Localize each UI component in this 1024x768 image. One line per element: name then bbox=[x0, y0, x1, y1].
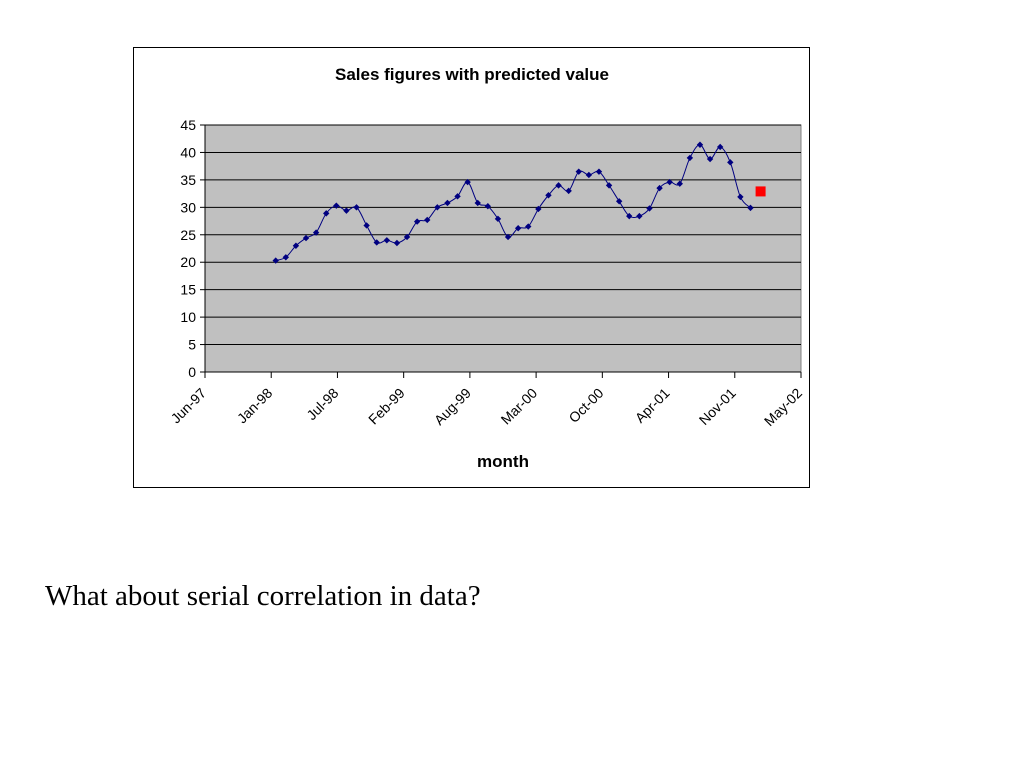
y-tick-label: 25 bbox=[180, 227, 196, 243]
x-tick-label: May-02 bbox=[761, 385, 805, 429]
data-point bbox=[514, 224, 522, 232]
data-point bbox=[666, 178, 673, 186]
data-point bbox=[403, 233, 411, 241]
y-tick-label: 40 bbox=[180, 144, 196, 160]
data-point bbox=[292, 242, 300, 249]
data-point bbox=[696, 141, 704, 148]
data-point bbox=[272, 257, 279, 264]
chart-title: Sales figures with predicted value bbox=[335, 65, 609, 84]
data-point bbox=[323, 210, 330, 217]
data-point bbox=[454, 193, 461, 200]
data-point bbox=[545, 192, 552, 199]
x-tick-label: Mar-00 bbox=[498, 385, 541, 428]
y-tick-label: 35 bbox=[180, 172, 196, 188]
caption-text: What about serial correlation in data? bbox=[45, 580, 481, 612]
x-axis-title: month bbox=[477, 452, 529, 471]
data-point bbox=[636, 212, 643, 220]
data-point bbox=[434, 204, 441, 211]
data-point bbox=[555, 182, 562, 189]
data-point bbox=[585, 171, 593, 179]
y-tick-label: 30 bbox=[180, 199, 196, 215]
data-point bbox=[363, 222, 370, 229]
x-tick-label: Oct-00 bbox=[565, 385, 606, 426]
x-tick-label: Jul-98 bbox=[303, 385, 341, 423]
x-tick-label: Jun-97 bbox=[168, 385, 210, 427]
data-point bbox=[595, 168, 603, 175]
y-tick-label: 45 bbox=[180, 117, 196, 133]
x-tick-label: Aug-99 bbox=[431, 385, 474, 428]
data-point bbox=[282, 254, 290, 261]
data-point bbox=[302, 234, 310, 242]
data-point bbox=[353, 204, 360, 211]
data-point bbox=[646, 205, 653, 212]
y-tick-label: 20 bbox=[180, 254, 196, 270]
data-point bbox=[727, 159, 734, 166]
data-point bbox=[312, 229, 320, 236]
x-tick-label: Nov-01 bbox=[696, 385, 739, 428]
data-point bbox=[747, 204, 754, 212]
data-point bbox=[413, 218, 421, 225]
y-tick-label: 5 bbox=[188, 337, 196, 353]
data-point bbox=[393, 239, 401, 247]
plot-area bbox=[204, 124, 802, 373]
data-point bbox=[575, 168, 582, 175]
data-point bbox=[686, 154, 694, 162]
y-tick-label: 0 bbox=[188, 364, 196, 380]
y-tick-label: 10 bbox=[180, 309, 196, 325]
data-point bbox=[343, 207, 350, 214]
data-point bbox=[474, 199, 481, 207]
data-point bbox=[464, 178, 471, 186]
data-point bbox=[444, 199, 451, 207]
data-point bbox=[716, 143, 724, 151]
data-point bbox=[333, 202, 340, 209]
data-point bbox=[373, 239, 380, 246]
data-point bbox=[656, 184, 663, 192]
data-point bbox=[525, 223, 532, 230]
data-point bbox=[494, 215, 502, 223]
x-tick-label: Apr-01 bbox=[632, 385, 673, 426]
data-point bbox=[424, 216, 431, 224]
data-point bbox=[615, 198, 623, 205]
data-point bbox=[383, 237, 391, 244]
y-tick-label: 15 bbox=[180, 282, 196, 298]
predicted-point bbox=[755, 186, 766, 197]
data-point bbox=[565, 187, 572, 195]
x-tick-label: Jan-98 bbox=[234, 385, 276, 427]
data-point bbox=[676, 180, 683, 187]
data-point bbox=[535, 205, 542, 213]
data-point bbox=[504, 233, 512, 241]
x-tick-label: Feb-99 bbox=[365, 385, 408, 428]
data-point bbox=[706, 155, 714, 163]
data-point bbox=[484, 203, 492, 210]
data-point bbox=[605, 182, 613, 189]
data-point bbox=[626, 212, 633, 220]
data-point bbox=[737, 193, 744, 201]
